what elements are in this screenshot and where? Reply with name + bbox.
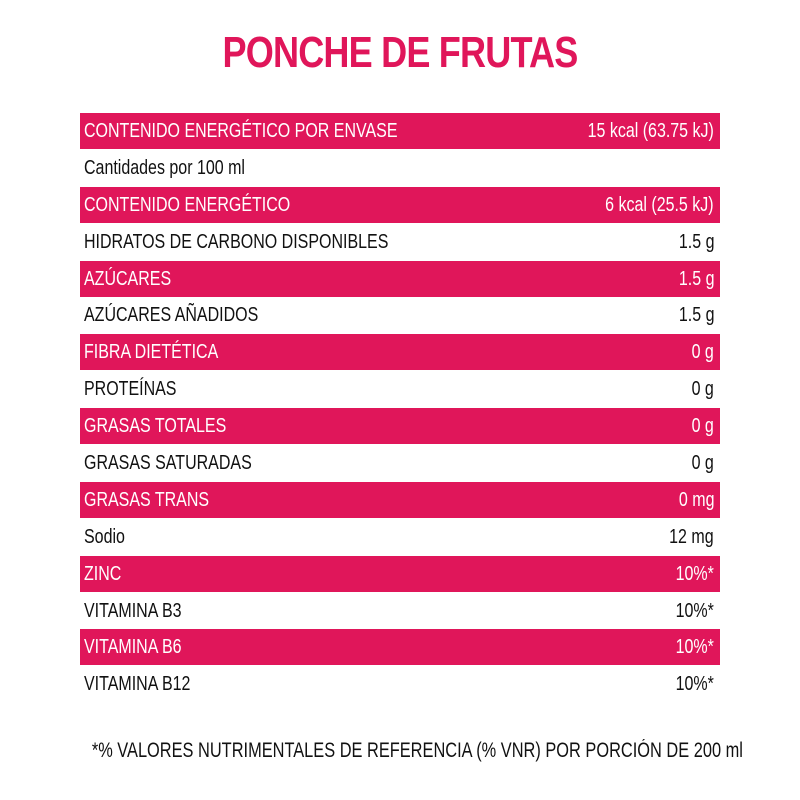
row-value: 0 g [691, 415, 714, 438]
row-value: 1.5 g [678, 267, 714, 290]
row-label: FIBRA DIETÉTICA [84, 341, 219, 364]
footnote-text: *% VALORES NUTRIMENTALES DE REFERENCIA (… [91, 739, 743, 762]
row-label: Cantidades por 100 ml [84, 156, 245, 179]
table-row-zinc: ZINC 10%* [80, 555, 720, 592]
row-label: HIDRATOS DE CARBONO DISPONIBLES [84, 230, 389, 253]
row-value: 0 g [691, 341, 714, 364]
row-value: 0 g [691, 378, 714, 401]
row-label: AZÚCARES AÑADIDOS [84, 304, 259, 327]
table-row-sodium: Sodio 12 mg [80, 519, 720, 555]
row-label: GRASAS SATURADAS [84, 452, 252, 475]
row-label: VITAMINA B12 [84, 673, 191, 696]
row-value: 10%* [675, 562, 714, 585]
row-value: 1.5 g [678, 230, 714, 253]
footnote: *% VALORES NUTRIMENTALES DE REFERENCIA (… [0, 736, 800, 766]
table-row-sugars: AZÚCARES 1.5 g [80, 260, 720, 297]
row-value: 6 kcal (25.5 kJ) [605, 193, 714, 216]
row-label: CONTENIDO ENERGÉTICO POR ENVASE [84, 120, 398, 142]
table-row-carbohydrates: HIDRATOS DE CARBONO DISPONIBLES 1.5 g [80, 224, 720, 260]
table-row-energy: CONTENIDO ENERGÉTICO 6 kcal (25.5 kJ) [80, 186, 720, 223]
row-label: GRASAS TOTALES [84, 415, 227, 438]
page-title: PONCHE DE FRUTAS [222, 28, 578, 77]
table-row-vitamin-b6: VITAMINA B6 10%* [80, 629, 720, 666]
row-value: 12 mg [669, 525, 714, 548]
row-label: ZINC [84, 562, 122, 585]
row-value: 0 mg [678, 488, 714, 511]
table-row-fiber: FIBRA DIETÉTICA 0 g [80, 334, 720, 371]
row-label: Sodio [84, 525, 125, 548]
row-label: VITAMINA B6 [84, 636, 182, 659]
row-label: AZÚCARES [84, 267, 172, 290]
table-row-vitamin-b12: VITAMINA B12 10%* [80, 666, 720, 702]
table-row-added-sugars: AZÚCARES AÑADIDOS 1.5 g [80, 297, 720, 333]
row-label: PROTEÍNAS [84, 378, 177, 401]
row-value: 10%* [675, 636, 714, 659]
row-label: VITAMINA B3 [84, 599, 182, 622]
row-value: 10%* [675, 673, 714, 696]
row-label: CONTENIDO ENERGÉTICO [84, 193, 291, 216]
row-label: GRASAS TRANS [84, 488, 210, 511]
table-row-trans-fat: GRASAS TRANS 0 mg [80, 481, 720, 518]
nutrition-table: CONTENIDO ENERGÉTICO POR ENVASE 15 kcal … [80, 113, 720, 703]
table-row-total-fat: GRASAS TOTALES 0 g [80, 408, 720, 445]
row-value: 10%* [675, 599, 714, 622]
row-value: 0 g [691, 452, 714, 475]
table-row-saturated-fat: GRASAS SATURADAS 0 g [80, 445, 720, 481]
table-row-proteins: PROTEÍNAS 0 g [80, 371, 720, 407]
row-value: 1.5 g [678, 304, 714, 327]
table-row-quantities-header: Cantidades por 100 ml [80, 150, 720, 186]
table-row-energy-per-package: CONTENIDO ENERGÉTICO POR ENVASE 15 kcal … [80, 113, 720, 149]
row-value: 15 kcal (63.75 kJ) [587, 120, 714, 142]
table-row-vitamin-b3: VITAMINA B3 10%* [80, 593, 720, 629]
